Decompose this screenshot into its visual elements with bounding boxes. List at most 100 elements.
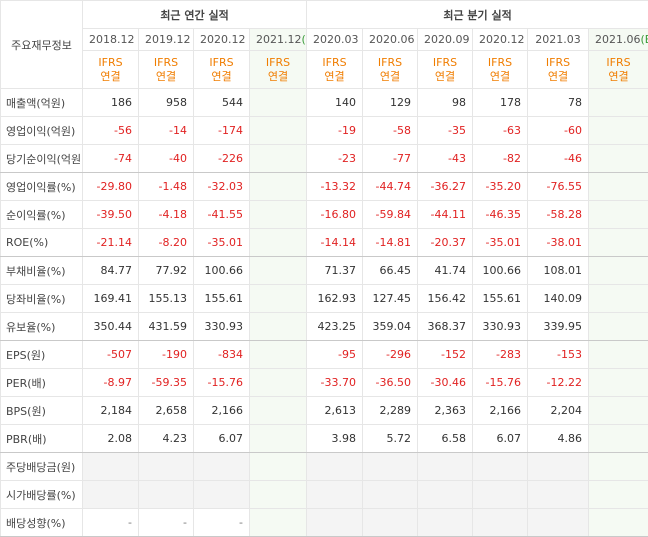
standard-line1: IFRS — [545, 55, 571, 69]
value-cell — [588, 312, 648, 341]
standard-line2: 연결 — [547, 69, 569, 83]
standard-line2: 연결 — [100, 69, 121, 83]
value-cell: -23 — [306, 144, 364, 173]
period-date: 2018.12 — [89, 33, 135, 46]
value-cell: -12.22 — [527, 368, 590, 397]
value-cell: 6.07 — [472, 424, 529, 453]
value-cell: 5.72 — [362, 424, 419, 453]
standard-header: IFRS 연결 — [588, 50, 648, 89]
data-row: ROE(%) -21.14 -8.20 -35.01 -14.14 -14.81 -20.3… — [0, 228, 648, 257]
row-label: 영업이익(억원) — [0, 116, 83, 145]
standard-line2: 연결 — [434, 69, 456, 83]
data-row: 배당성향(%) - - - — [0, 508, 648, 537]
period-date: 2021.03 — [535, 33, 581, 46]
value-cell: 958 — [138, 88, 194, 117]
value-cell: 339.95 — [527, 312, 590, 341]
value-cell: -44.74 — [362, 172, 419, 201]
value-cell — [588, 228, 648, 257]
value-cell: 108.01 — [527, 256, 590, 285]
value-cell — [588, 172, 648, 201]
standard-line2: 연결 — [324, 69, 345, 83]
standard-line1: IFRS — [432, 55, 458, 69]
value-cell — [527, 480, 590, 509]
value-cell — [193, 452, 250, 481]
table-body: 매출액(억원) 186 958 544 140 129 98 178 78 영업이익(억원) -56… — [0, 88, 648, 537]
value-cell: 178 — [472, 88, 529, 117]
standard-line1: IFRS — [98, 55, 123, 69]
value-cell: 2.08 — [82, 424, 139, 453]
value-cell: 431.59 — [138, 312, 194, 341]
value-cell — [248, 144, 308, 173]
value-cell: -77 — [362, 144, 419, 173]
data-row: BPS(원) 2,184 2,658 2,166 2,613 2,289 2,363 2,16… — [0, 396, 648, 425]
data-row: 매출액(억원) 186 958 544 140 129 98 178 78 — [0, 88, 648, 117]
value-cell: -58 — [362, 116, 419, 145]
value-cell — [362, 508, 419, 537]
value-cell — [588, 256, 648, 285]
standard-line2: 연결 — [267, 69, 289, 83]
period-header: 2020.12 — [193, 28, 250, 51]
value-cell: 544 — [193, 88, 250, 117]
value-cell: -15.76 — [193, 368, 250, 397]
data-row: 영업이익(억원) -56 -14 -174 -19 -58 -35 -63 -60 — [0, 116, 648, 145]
value-cell: -40 — [138, 144, 194, 173]
value-cell: -4.18 — [138, 200, 194, 229]
value-cell — [527, 508, 590, 537]
value-cell: -16.80 — [306, 200, 364, 229]
value-cell — [417, 480, 474, 509]
value-cell: 2,363 — [417, 396, 474, 425]
value-cell — [248, 508, 308, 537]
value-cell — [248, 284, 308, 313]
row-label: BPS(원) — [0, 396, 83, 425]
standard-header: IFRS 연결 — [472, 50, 529, 89]
value-cell: 2,184 — [82, 396, 139, 425]
section-header: 최근 분기 실적 — [306, 0, 648, 29]
period-header: 2021.03 — [527, 28, 590, 51]
value-cell — [306, 508, 364, 537]
period-header: 2020.03 — [306, 28, 364, 51]
value-cell: 2,289 — [362, 396, 419, 425]
value-cell: 41.74 — [417, 256, 474, 285]
value-cell: 84.77 — [82, 256, 139, 285]
row-label: 순이익률(%) — [0, 200, 83, 229]
value-cell: 71.37 — [306, 256, 364, 285]
data-row: 순이익률(%) -39.50 -4.18 -41.55 -16.80 -59.84 -44.… — [0, 200, 648, 229]
value-cell: -95 — [306, 340, 364, 369]
value-cell: -35.01 — [472, 228, 529, 257]
value-cell: 186 — [82, 88, 139, 117]
period-row: 2018.122019.122020.122021.12(E)2020.0320… — [1, 28, 648, 51]
standard-header: IFRS 연결 — [248, 50, 308, 89]
value-cell: -8.20 — [138, 228, 194, 257]
section-row: 주요재무정보 최근 연간 실적 최근 분기 실적 — [0, 0, 648, 89]
period-header: 2021.06(E) — [588, 28, 648, 51]
value-cell: -15.76 — [472, 368, 529, 397]
row-label: 배당성향(%) — [0, 508, 83, 537]
value-cell: - — [82, 508, 139, 537]
value-cell: 4.86 — [527, 424, 590, 453]
value-cell: 129 — [362, 88, 419, 117]
value-cell: 359.04 — [362, 312, 419, 341]
value-cell — [588, 88, 648, 117]
value-cell: -174 — [193, 116, 250, 145]
data-row: EPS(원) -507 -190 -834 -95 -296 -152 -283 -153 — [0, 340, 648, 369]
value-cell: -56 — [82, 116, 139, 145]
row-label: 당좌비율(%) — [0, 284, 83, 313]
value-cell — [248, 340, 308, 369]
data-row: 유보율(%) 350.44 431.59 330.93 423.25 359.04 368.… — [0, 312, 648, 341]
value-cell: 77.92 — [138, 256, 194, 285]
value-cell: -13.32 — [306, 172, 364, 201]
value-cell: 155.61 — [193, 284, 250, 313]
value-cell: -153 — [527, 340, 590, 369]
value-cell: -35 — [417, 116, 474, 145]
period-date: 2021.12 — [256, 33, 302, 46]
value-cell: -226 — [193, 144, 250, 173]
table-head: 주요재무정보 최근 연간 실적 최근 분기 실적 2018.12 2019.12 2020… — [0, 0, 648, 89]
value-cell: 6.07 — [193, 424, 250, 453]
value-cell: -59.84 — [362, 200, 419, 229]
standard-header: IFRS 연결 — [362, 50, 419, 89]
standard-line1: IFRS — [153, 55, 179, 69]
data-row: 영업이익률(%) -29.80 -1.48 -32.03 -13.32 -44.74 -36… — [0, 172, 648, 201]
row-label: 주당배당금(원) — [0, 452, 83, 481]
value-cell — [588, 480, 648, 509]
